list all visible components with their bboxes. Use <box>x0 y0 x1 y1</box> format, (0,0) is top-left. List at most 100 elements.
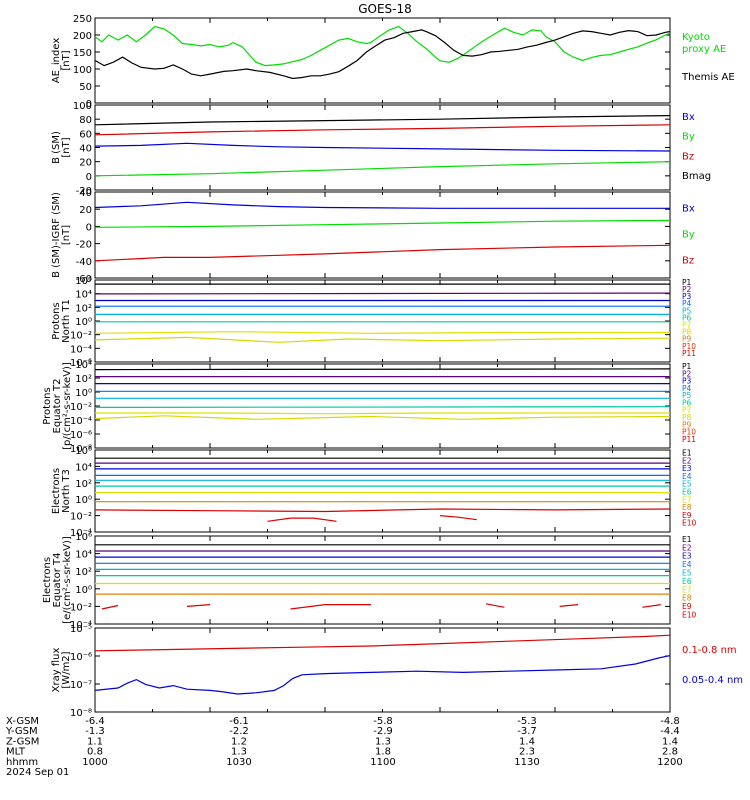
y-tick-label: 10⁴ <box>75 550 92 561</box>
legend-entry: P9 <box>682 335 692 344</box>
legend-entry: P6 <box>682 313 692 322</box>
legend-entry: 0.05-0.4 nm <box>682 675 743 686</box>
y-tick-label: 10⁻⁴ <box>70 344 92 355</box>
legend-entry: P5 <box>682 306 692 315</box>
legend-entry: P3 <box>682 292 692 301</box>
y-tick-label: 10⁶ <box>75 532 92 543</box>
series-line-e9a <box>101 604 119 610</box>
y-tick-label: 10⁰ <box>75 585 92 596</box>
legend-entry: E2 <box>682 456 692 465</box>
legend-entry: E9 <box>682 511 692 520</box>
y-tick-label: 10⁻² <box>70 331 92 342</box>
y-tick-label: 60 <box>79 129 92 140</box>
y-tick-label: 10⁻⁴ <box>70 416 92 427</box>
y-tick-label: 10⁻² <box>70 512 92 523</box>
y-axis-label: [nT] <box>61 50 72 70</box>
panel-frame <box>94 104 671 191</box>
y-tick-label: -20 <box>76 186 92 197</box>
x-axis-value: 0.8 <box>87 747 103 758</box>
series-line-bx <box>94 142 671 152</box>
series-line-by <box>94 219 671 228</box>
y-tick-label: 10⁻⁸ <box>70 708 92 719</box>
x-axis-value: -5.3 <box>517 716 537 727</box>
y-tick-label: 10² <box>75 479 92 490</box>
x-axis-row-label: Z-GSM <box>6 736 39 747</box>
y-tick-label: 10⁻⁴ <box>70 620 92 631</box>
series-line-e9 <box>94 508 671 513</box>
y-tick-label: 10⁰ <box>75 388 92 399</box>
y-tick-label: 40 <box>79 188 92 199</box>
y-tick-label: 150 <box>73 48 92 59</box>
x-axis-row-label: MLT <box>6 747 26 758</box>
legend-entry: E5 <box>682 480 692 489</box>
legend-entry: P4 <box>682 384 692 393</box>
y-tick-label: 10⁻⁴ <box>70 528 92 539</box>
series-line-p7 <box>95 412 670 415</box>
legend-entry: E3 <box>682 552 692 561</box>
y-tick-label: 10⁶ <box>75 276 92 287</box>
series-line-0-1-0-8-nm <box>94 634 671 652</box>
x-axis-value: 1.4 <box>519 736 535 747</box>
y-tick-label: 0 <box>86 172 92 183</box>
y-axis-label: North T3 <box>61 469 72 513</box>
series-line-e9c <box>290 603 371 610</box>
legend-entry: E4 <box>682 560 692 569</box>
y-tick-label: 250 <box>73 14 92 25</box>
y-tick-label: 10⁰ <box>75 495 92 506</box>
series-line-p6 <box>94 406 671 408</box>
legend-entry: E3 <box>682 464 692 473</box>
x-axis-value: 1.3 <box>231 747 247 758</box>
y-tick-label: 20 <box>79 158 92 169</box>
legend-entry: P3 <box>682 377 692 386</box>
y-axis-label: Equator T4 <box>52 553 63 608</box>
y-axis-label: [e/(cm²-s-sr-keV)] <box>62 536 73 624</box>
legend-entry: Bmag <box>682 171 711 182</box>
y-axis-label: B (SM) <box>51 131 62 164</box>
legend-entry: E4 <box>682 472 692 481</box>
series-line-bz <box>94 244 671 262</box>
y-axis-label: Equator T2 <box>52 379 63 434</box>
legend-entry: P2 <box>682 285 692 294</box>
x-axis-value: 1.1 <box>87 736 103 747</box>
y-axis-label: Xray flux <box>51 648 62 693</box>
y-axis-label: [nT] <box>61 137 72 157</box>
y-axis-label: Electrons <box>51 468 62 514</box>
legend-entry: E10 <box>682 519 697 528</box>
legend-entry: E1 <box>682 535 692 544</box>
legend-entry: 0.1-0.8 nm <box>682 645 737 656</box>
series-line-p1 <box>94 368 671 371</box>
y-tick-label: 10⁴ <box>75 360 92 371</box>
y-tick-label: 50 <box>79 82 92 93</box>
y-axis-label: [W/m2] <box>61 651 72 688</box>
legend-entry: P6 <box>682 398 692 407</box>
y-axis-label: North T1 <box>61 299 72 343</box>
legend-entry: E7 <box>682 495 692 504</box>
legend-entry: E6 <box>682 487 692 496</box>
legend-entry: E7 <box>682 585 692 594</box>
y-tick-label: 10⁴ <box>75 290 92 301</box>
x-axis-row-label: Y-GSM <box>5 726 38 737</box>
y-axis-label: Protons <box>42 387 53 424</box>
y-axis-label: Electrons <box>42 557 53 603</box>
x-axis-value: 1200 <box>657 757 682 768</box>
x-axis-value: 1.3 <box>375 736 391 747</box>
y-axis-label: B (SM)-IGRF (SM) <box>51 192 62 278</box>
x-axis-table: X-GSM -6.4 -6.1 -5.8 -5.3 -4.8 Y-GSM -1.3 -2.2 -2… <box>5 716 683 778</box>
legend-entry: P7 <box>682 406 692 415</box>
panel-3: -60 -40 -20 0 20 40 B (SM)-IGRF (SM) [nT] Bx By Bz <box>51 188 695 285</box>
panel-frame <box>94 535 671 625</box>
legend-entry: proxy AE <box>682 44 726 55</box>
y-axis-label: AE_index <box>51 38 62 84</box>
y-tick-label: 10⁻⁶ <box>70 430 92 441</box>
legend-entry: P11 <box>682 435 696 444</box>
y-axis-label: Protons <box>51 302 62 339</box>
legend-entry: P1 <box>682 362 692 371</box>
panel-frame <box>94 627 671 713</box>
y-tick-label: 10² <box>75 303 92 314</box>
legend-entry: P2 <box>682 369 692 378</box>
legend-entry: P8 <box>682 413 692 422</box>
x-axis-value: -2.2 <box>229 726 249 737</box>
x-axis-value: 1.8 <box>375 747 391 758</box>
y-tick-label: 10⁻² <box>70 402 92 413</box>
